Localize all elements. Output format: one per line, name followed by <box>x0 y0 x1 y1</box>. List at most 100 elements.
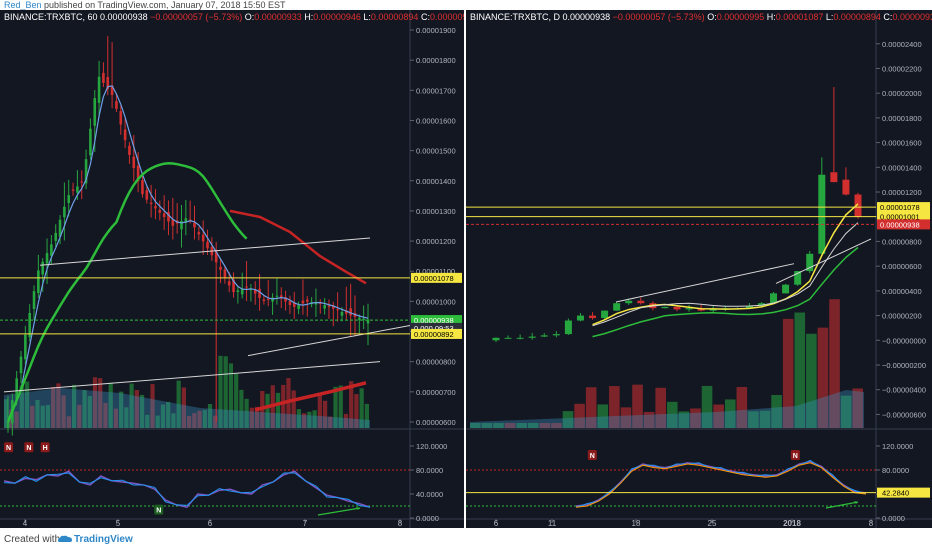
volume-bar <box>317 392 322 428</box>
candle-body <box>576 315 584 321</box>
volume-bar <box>597 404 609 428</box>
hourly-chart-svg[interactable]: 0.00001900 0.00001800 0.00001700 0.00001600… <box>0 10 464 528</box>
volume-bar <box>187 416 192 428</box>
indicator-tick-label: 120.0000 <box>416 442 447 451</box>
signal-marker-label: N <box>26 445 31 452</box>
medium-moving-average <box>6 162 248 423</box>
candle-body <box>15 378 18 401</box>
price-tick-label: −0.00000600 <box>882 410 926 419</box>
candle-body <box>842 179 850 195</box>
volume-bar <box>338 385 343 428</box>
candle-body <box>613 303 621 311</box>
volume-bar <box>192 413 197 428</box>
price-label-text: 0.00000938 <box>414 316 454 325</box>
candle-body <box>236 290 240 293</box>
annotation-arrow <box>317 507 361 516</box>
candle-body <box>19 356 23 374</box>
volume-bar <box>794 312 806 428</box>
volume-bar <box>291 390 296 428</box>
candle-body <box>279 295 283 298</box>
price-label-box <box>411 322 462 333</box>
daily-chart-svg[interactable]: 0.00002400 0.00002200 0.00002000 0.00001800… <box>466 10 932 528</box>
price-tick-label: 0.00001800 <box>882 114 922 123</box>
candle-body <box>54 232 58 241</box>
candle-body <box>305 299 309 302</box>
volume-bar <box>134 390 139 428</box>
chart-panel-daily[interactable]: 0.00002400 0.00002200 0.00002000 0.00001800… <box>466 10 932 528</box>
price-tick-label: 0.00000800 <box>882 237 922 246</box>
price-label-box <box>877 219 930 230</box>
candle-body <box>223 269 227 278</box>
price-label-text: 0.00000892 <box>414 330 454 339</box>
trend-line <box>3 361 381 393</box>
volume-bar <box>61 395 66 428</box>
high-value: 0.00000946 <box>313 12 361 22</box>
low-value: 0.00000894 <box>370 12 419 22</box>
candle-body <box>219 266 222 270</box>
candle-body <box>601 310 609 319</box>
author-link[interactable]: Red_Ben <box>4 0 42 10</box>
candle-body <box>93 98 97 126</box>
price-label-box <box>411 328 462 339</box>
candle-body <box>564 320 572 335</box>
candle-body <box>854 194 862 217</box>
volume-bar <box>108 382 113 428</box>
candle-body <box>67 195 71 204</box>
candle-body <box>184 218 188 223</box>
volume-bar <box>234 373 239 428</box>
volume-bar <box>655 387 666 428</box>
candle-body <box>50 244 53 256</box>
close-value: 0.00000938 <box>429 12 464 22</box>
candle-body <box>258 288 261 298</box>
candle-body <box>284 297 287 302</box>
volume-bar <box>852 388 863 428</box>
candle-body <box>119 111 123 125</box>
volume-bar <box>481 423 493 428</box>
signal-marker-label: N <box>590 453 595 460</box>
candle-body <box>323 305 326 309</box>
volume-bar <box>56 383 61 428</box>
volume-bar <box>504 423 516 428</box>
footer: Created with TradingView <box>0 530 932 550</box>
signal-marker-box <box>4 442 14 453</box>
close-value: 0.00000938 <box>892 12 932 22</box>
price-label-box <box>877 202 930 213</box>
volume-bar <box>202 409 207 428</box>
chart-panel-hourly[interactable]: 0.00001900 0.00001800 0.00001700 0.00001600… <box>0 10 464 528</box>
volume-bar <box>213 415 218 428</box>
volume-bar <box>609 386 620 428</box>
candle-body <box>58 219 62 237</box>
candle-body <box>297 305 300 309</box>
candle-body <box>97 76 101 103</box>
publish-info: published on TradingView.com, January 07… <box>44 0 286 10</box>
candle-body <box>32 291 36 309</box>
cloud-logo-icon <box>58 535 72 542</box>
volume-bar <box>690 408 701 428</box>
envelope-line <box>592 222 859 327</box>
signal-marker-box <box>587 450 597 460</box>
time-tick-label: 18 <box>632 519 641 528</box>
volume-bar <box>539 423 551 428</box>
tradingview-brand-link[interactable]: TradingView <box>74 534 133 545</box>
volume-bar <box>35 399 40 428</box>
annotation-arrowhead <box>356 507 360 510</box>
trend-line <box>775 238 872 284</box>
volume-bar <box>333 386 338 428</box>
candle-body <box>132 156 136 169</box>
high-value: 0.00001087 <box>775 12 824 22</box>
candle-body <box>41 261 44 275</box>
candle-body <box>301 300 305 304</box>
price-tick-label: 0.00000700 <box>416 388 456 397</box>
price-tick-label: 0.00001200 <box>416 237 456 246</box>
volume-bar <box>244 398 249 428</box>
volume-bar <box>307 411 312 428</box>
volume-bar <box>218 355 223 428</box>
created-with-label: Created with <box>4 534 61 545</box>
volume-bar <box>139 394 145 428</box>
candle-body <box>136 165 140 182</box>
candle-body <box>266 298 270 300</box>
indicator-tick-label: 0.0000 <box>882 514 905 523</box>
volume-bar <box>24 381 30 428</box>
candle-body <box>830 172 838 183</box>
candle-body <box>89 128 92 156</box>
